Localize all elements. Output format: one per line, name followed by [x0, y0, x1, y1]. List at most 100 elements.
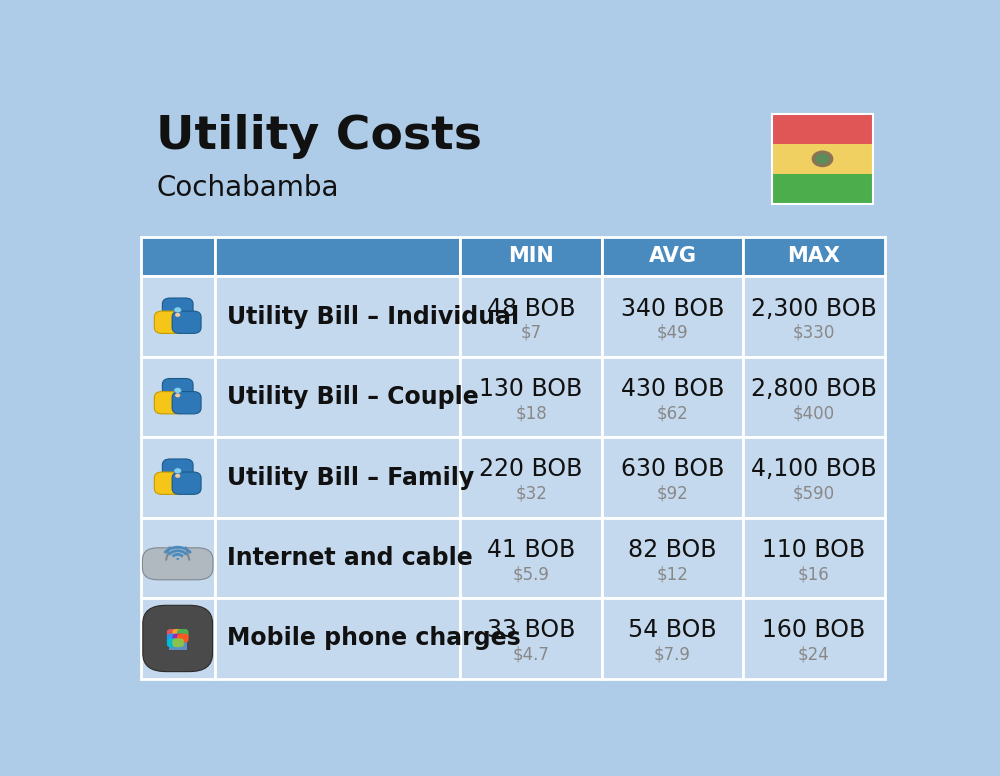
FancyBboxPatch shape [140, 276, 215, 357]
Text: 41 BOB: 41 BOB [487, 538, 575, 562]
FancyBboxPatch shape [602, 237, 743, 276]
Text: $7: $7 [521, 324, 542, 341]
Text: Utility Bill – Couple: Utility Bill – Couple [227, 385, 479, 409]
Text: 48 BOB: 48 BOB [487, 296, 575, 320]
FancyBboxPatch shape [167, 639, 178, 647]
Text: $32: $32 [515, 484, 547, 503]
FancyBboxPatch shape [743, 437, 885, 518]
FancyBboxPatch shape [140, 598, 215, 679]
Text: $590: $590 [793, 484, 835, 503]
FancyBboxPatch shape [460, 598, 602, 679]
FancyBboxPatch shape [172, 472, 201, 494]
Circle shape [176, 558, 179, 560]
FancyBboxPatch shape [743, 518, 885, 598]
FancyBboxPatch shape [215, 437, 460, 518]
FancyBboxPatch shape [140, 237, 215, 276]
Text: 130 BOB: 130 BOB [479, 377, 583, 401]
FancyBboxPatch shape [140, 437, 215, 518]
FancyBboxPatch shape [162, 379, 193, 402]
FancyBboxPatch shape [172, 392, 201, 414]
Circle shape [175, 313, 180, 317]
FancyBboxPatch shape [215, 357, 460, 437]
Circle shape [174, 307, 182, 313]
Circle shape [175, 474, 180, 478]
FancyBboxPatch shape [772, 144, 873, 174]
Text: MAX: MAX [787, 247, 840, 266]
FancyBboxPatch shape [602, 598, 743, 679]
Text: MIN: MIN [508, 247, 554, 266]
FancyBboxPatch shape [162, 459, 193, 483]
Text: $49: $49 [657, 324, 688, 341]
FancyBboxPatch shape [167, 629, 178, 638]
FancyBboxPatch shape [602, 276, 743, 357]
FancyBboxPatch shape [177, 629, 189, 638]
Circle shape [812, 151, 833, 167]
Text: 340 BOB: 340 BOB [621, 296, 724, 320]
Text: AVG: AVG [648, 247, 696, 266]
Text: $92: $92 [657, 484, 688, 503]
FancyBboxPatch shape [772, 114, 873, 144]
FancyBboxPatch shape [215, 518, 460, 598]
FancyBboxPatch shape [215, 237, 460, 276]
Text: $12: $12 [657, 565, 688, 583]
Circle shape [175, 393, 180, 397]
Text: 82 BOB: 82 BOB [628, 538, 717, 562]
Text: $24: $24 [798, 646, 830, 663]
Text: 110 BOB: 110 BOB [762, 538, 865, 562]
FancyBboxPatch shape [460, 276, 602, 357]
FancyBboxPatch shape [172, 639, 184, 647]
Text: $16: $16 [798, 565, 830, 583]
Text: Cochabamba: Cochabamba [156, 174, 338, 202]
Text: $5.9: $5.9 [513, 565, 550, 583]
FancyBboxPatch shape [162, 298, 193, 322]
FancyBboxPatch shape [215, 598, 460, 679]
FancyBboxPatch shape [142, 548, 213, 580]
FancyBboxPatch shape [172, 311, 201, 334]
FancyBboxPatch shape [772, 174, 873, 203]
Text: Utility Bill – Family: Utility Bill – Family [227, 466, 474, 490]
FancyBboxPatch shape [140, 518, 215, 598]
Text: $400: $400 [793, 404, 835, 422]
FancyBboxPatch shape [172, 629, 184, 638]
Text: 2,300 BOB: 2,300 BOB [751, 296, 877, 320]
FancyBboxPatch shape [743, 276, 885, 357]
Text: 220 BOB: 220 BOB [479, 458, 583, 481]
Circle shape [174, 468, 182, 474]
FancyBboxPatch shape [215, 276, 460, 357]
Text: 33 BOB: 33 BOB [487, 618, 575, 643]
Text: $330: $330 [793, 324, 835, 341]
FancyBboxPatch shape [602, 518, 743, 598]
Text: 2,800 BOB: 2,800 BOB [751, 377, 877, 401]
FancyBboxPatch shape [154, 472, 183, 494]
FancyBboxPatch shape [460, 518, 602, 598]
FancyBboxPatch shape [743, 598, 885, 679]
Text: Utility Costs: Utility Costs [156, 114, 482, 159]
Text: $62: $62 [657, 404, 688, 422]
FancyBboxPatch shape [154, 392, 183, 414]
Text: 160 BOB: 160 BOB [762, 618, 865, 643]
FancyBboxPatch shape [140, 357, 215, 437]
Text: 630 BOB: 630 BOB [621, 458, 724, 481]
FancyBboxPatch shape [177, 634, 189, 643]
FancyBboxPatch shape [167, 634, 178, 643]
Text: $7.9: $7.9 [654, 646, 691, 663]
FancyBboxPatch shape [143, 605, 213, 671]
Circle shape [816, 154, 829, 165]
FancyBboxPatch shape [154, 311, 183, 334]
FancyBboxPatch shape [460, 237, 602, 276]
FancyBboxPatch shape [460, 437, 602, 518]
Text: $18: $18 [515, 404, 547, 422]
Text: 4,100 BOB: 4,100 BOB [751, 458, 877, 481]
Text: $4.7: $4.7 [513, 646, 550, 663]
FancyBboxPatch shape [460, 357, 602, 437]
Circle shape [174, 387, 182, 393]
Text: Internet and cable: Internet and cable [227, 546, 473, 570]
FancyBboxPatch shape [602, 437, 743, 518]
FancyBboxPatch shape [743, 357, 885, 437]
Text: 54 BOB: 54 BOB [628, 618, 717, 643]
FancyBboxPatch shape [169, 629, 187, 650]
Text: Utility Bill – Individual: Utility Bill – Individual [227, 304, 519, 328]
FancyBboxPatch shape [743, 237, 885, 276]
FancyBboxPatch shape [602, 357, 743, 437]
FancyBboxPatch shape [172, 634, 184, 643]
